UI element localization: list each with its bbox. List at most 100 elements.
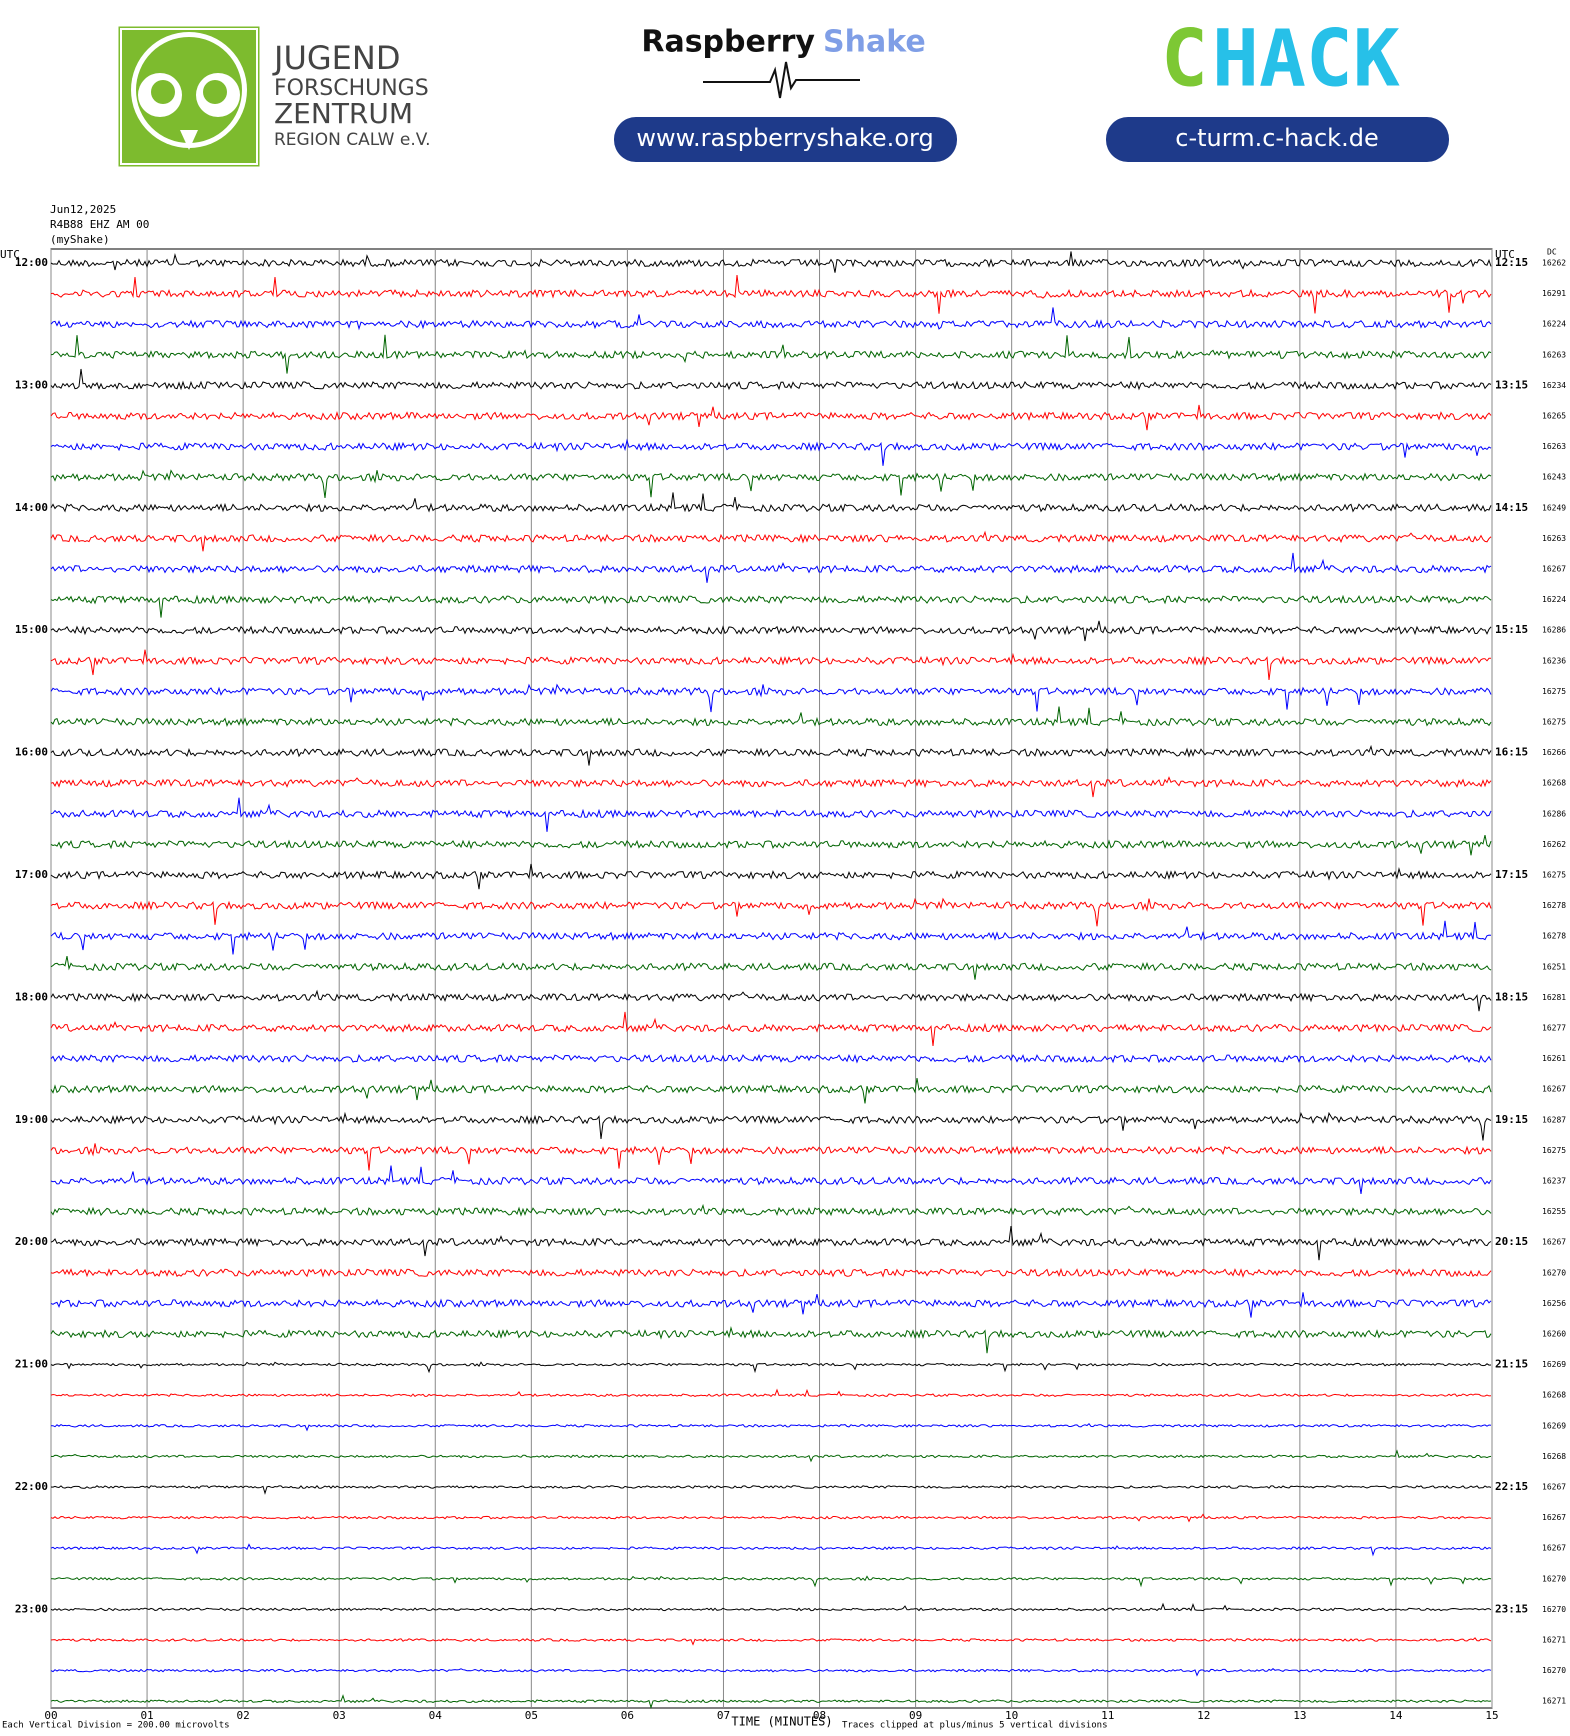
trace	[50, 530, 1492, 552]
utc-label: UTC	[1495, 248, 1515, 261]
x-tick-label: 02	[237, 1709, 250, 1722]
trace	[50, 744, 1492, 766]
chack-pill[interactable]	[1106, 117, 1449, 162]
jfz-logo	[118, 26, 260, 167]
trace	[50, 469, 1492, 498]
hour-label: 19:15	[1495, 1113, 1528, 1126]
dc-value: 16262	[1542, 259, 1566, 268]
x-tick-label: 07	[717, 1709, 730, 1722]
dc-value: 16243	[1542, 473, 1566, 482]
dc-value: 16261	[1542, 1054, 1566, 1063]
dc-value: 16268	[1542, 1391, 1566, 1400]
trace	[50, 1388, 1492, 1398]
hour-label: 18:15	[1495, 990, 1528, 1003]
dc-value: 16267	[1542, 1238, 1566, 1247]
x-tick-label: 12	[1197, 1709, 1210, 1722]
dc-value: 16271	[1542, 1697, 1566, 1706]
trace	[50, 251, 1492, 273]
trace	[50, 834, 1492, 856]
hour-label: 17:15	[1495, 868, 1528, 881]
dc-value: 16270	[1542, 1268, 1566, 1277]
x-tick-label: 09	[909, 1709, 922, 1722]
trace	[50, 1267, 1492, 1278]
dc-value: 16269	[1542, 1421, 1566, 1430]
hour-label: 20:00	[15, 1235, 48, 1248]
trace	[50, 1513, 1492, 1523]
chack-url[interactable]: c-turm.c-hack.de	[1175, 124, 1378, 152]
dc-value: 16251	[1542, 962, 1566, 971]
hour-label: 12:15	[1495, 256, 1528, 269]
hour-label: 13:00	[15, 378, 48, 391]
dc-value: 16236	[1542, 656, 1566, 665]
trace	[50, 594, 1492, 618]
trace	[50, 1011, 1492, 1047]
trace	[50, 1422, 1492, 1432]
rs-name: Raspberry	[641, 25, 815, 60]
dc-value: 16275	[1542, 1146, 1566, 1155]
rs-url[interactable]: www.raspberryshake.org	[636, 124, 933, 152]
hour-label: 16:15	[1495, 746, 1528, 759]
dc-value: 16224	[1542, 595, 1566, 604]
trace	[50, 1111, 1492, 1141]
dc-value: 16224	[1542, 320, 1566, 329]
hour-label: 20:15	[1495, 1235, 1528, 1248]
trace	[50, 1449, 1492, 1463]
rs-logo-wave	[703, 61, 860, 99]
trace	[50, 1292, 1492, 1318]
dc-value: 16278	[1542, 901, 1566, 910]
x-tick-label: 00	[44, 1709, 57, 1722]
hour-label: 19:00	[15, 1113, 48, 1126]
dc-value: 16260	[1542, 1330, 1566, 1339]
dc-value: 16234	[1542, 381, 1566, 390]
dc-value: 16278	[1542, 932, 1566, 941]
dc-value: 16267	[1542, 1544, 1566, 1553]
dc-value: 16267	[1542, 1483, 1566, 1492]
trace	[50, 1165, 1492, 1194]
hour-label: 23:00	[15, 1602, 48, 1615]
trace	[50, 1575, 1492, 1588]
hour-label: 14:00	[15, 501, 48, 514]
dc-label: DC	[1547, 248, 1557, 257]
trace	[50, 368, 1492, 391]
hour-label: 12:00	[15, 256, 48, 269]
trace	[50, 683, 1492, 713]
hour-label: 16:00	[15, 746, 48, 759]
trace	[50, 955, 1492, 980]
dc-value: 16263	[1542, 442, 1566, 451]
trace	[50, 492, 1492, 513]
dc-value: 16270	[1542, 1574, 1566, 1583]
dc-value: 16267	[1542, 1513, 1566, 1522]
trace	[50, 1485, 1492, 1495]
dc-value: 16269	[1542, 1360, 1566, 1369]
dc-value: 16266	[1542, 748, 1566, 757]
x-tick-label: 03	[333, 1709, 346, 1722]
trace	[50, 307, 1492, 331]
dc-value: 16249	[1542, 503, 1566, 512]
hour-label: 14:15	[1495, 501, 1528, 514]
dc-value: 16263	[1542, 534, 1566, 543]
footer: Traces clipped at plus/minus 5 vertical …	[842, 1721, 1108, 1731]
hour-label: 22:15	[1495, 1480, 1528, 1493]
x-tick-label: 04	[429, 1709, 443, 1722]
dc-value: 16281	[1542, 993, 1566, 1002]
hour-label: 23:15	[1495, 1602, 1528, 1615]
trace	[50, 1668, 1492, 1677]
dc-value: 16291	[1542, 289, 1566, 298]
trace	[50, 1694, 1492, 1710]
trace	[50, 1325, 1492, 1354]
utc-label: UTC	[0, 248, 20, 261]
footer: Each Vertical Division = 200.00 microvol…	[2, 1721, 230, 1731]
jfz-text: ZENTRUM	[274, 97, 413, 130]
x-axis-title: TIME (MINUTES)	[731, 1715, 832, 1729]
hour-label: 18:00	[15, 990, 48, 1003]
rs-pill[interactable]	[614, 117, 957, 162]
x-tick-label: 10	[1005, 1709, 1018, 1722]
trace	[50, 1226, 1492, 1261]
dc-value: 16256	[1542, 1299, 1566, 1308]
trace	[50, 797, 1492, 832]
dc-value: 16265	[1542, 412, 1566, 421]
x-tick-label: 13	[1293, 1709, 1306, 1722]
trace	[50, 989, 1492, 1012]
